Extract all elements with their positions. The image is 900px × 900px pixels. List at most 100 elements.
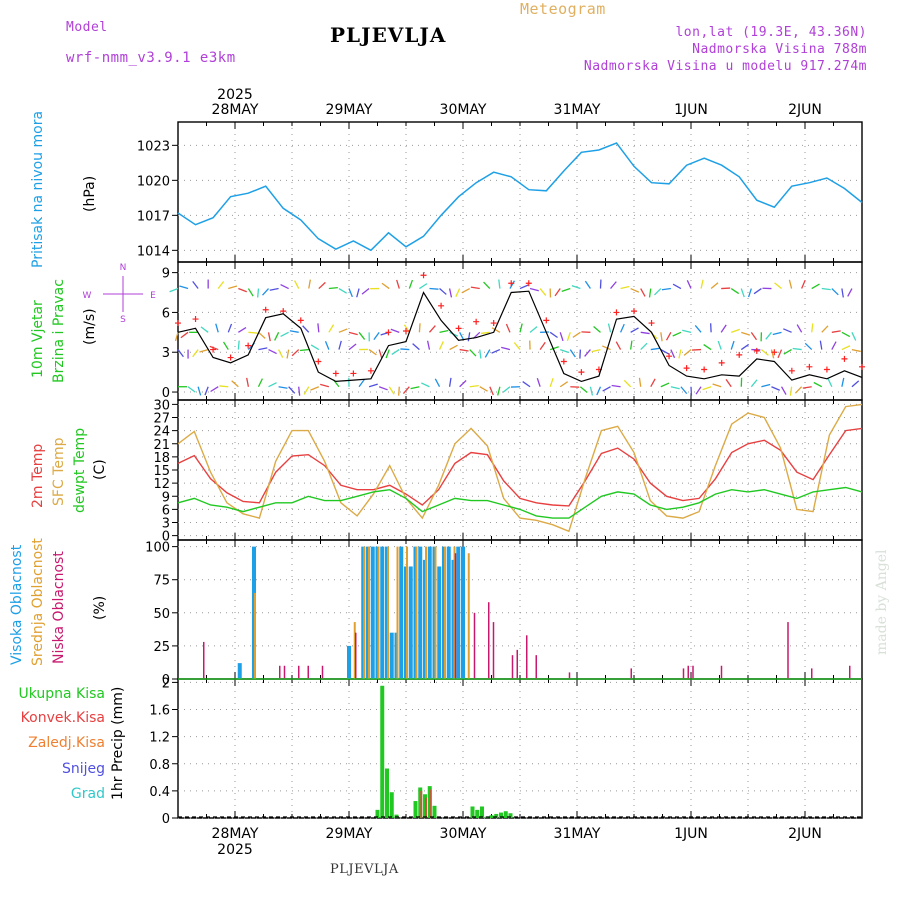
wind-direction-arrow <box>324 340 330 350</box>
y-tick-label: 100 <box>145 541 170 556</box>
wind-direction-arrow <box>328 324 335 333</box>
wind-direction-arrow <box>630 340 633 350</box>
day-label-top: 30MAY <box>440 102 487 118</box>
wind-gust-marker <box>385 329 392 336</box>
cloud-high-bar <box>456 546 461 679</box>
cloud-low-bar <box>298 665 300 679</box>
wind-direction-arrow <box>623 379 632 388</box>
wind-direction-arrow <box>522 381 531 388</box>
wind-direction-arrow <box>448 288 453 298</box>
wind-direction-arrow <box>811 323 814 333</box>
wind-direction-arrow <box>569 349 576 358</box>
station-title: PLJEVLJA <box>330 23 447 47</box>
wind-direction-arrow <box>459 380 467 388</box>
wind-gust-marker <box>806 363 813 370</box>
temp-dew-line <box>177 486 863 519</box>
pressure-line <box>177 142 863 252</box>
cloud-low-bar <box>488 602 490 679</box>
wind-direction-arrow <box>412 343 420 351</box>
wind-direction-arrow <box>303 386 310 395</box>
wind-direction-arrow <box>280 331 289 337</box>
wind-direction-arrow <box>491 327 501 333</box>
wind-gust-marker <box>420 272 427 279</box>
y-tick-label: 15 <box>153 464 170 479</box>
wind-direction-arrow <box>765 331 772 340</box>
day-label-bottom: 30MAY <box>440 826 487 842</box>
wind-direction-arrow <box>480 331 490 335</box>
wind-direction-arrow <box>720 324 727 333</box>
wind-direction-arrow <box>461 287 471 294</box>
wind-direction-arrow <box>519 284 529 290</box>
wind-direction-arrow <box>258 347 268 351</box>
cloud-high-bar <box>237 663 242 679</box>
cloud-mid-bar <box>387 546 389 679</box>
wind-direction-arrow <box>796 324 803 333</box>
wind-direction-arrow <box>672 331 682 337</box>
wind-direction-arrow <box>519 323 523 333</box>
wind-direction-arrow <box>299 348 309 352</box>
cloud-high-bar <box>380 546 385 679</box>
cloud-low-bar <box>321 665 324 679</box>
cloud-mid-bar <box>425 546 427 679</box>
precip-total-bar <box>503 811 508 818</box>
wind-direction-arrow <box>811 283 820 290</box>
cloud-low-bar <box>811 668 813 679</box>
wind-direction-arrow <box>368 383 378 388</box>
wind-direction-arrow <box>529 287 539 292</box>
wind-direction-arrow <box>620 285 630 290</box>
wind-direction-arrow <box>217 280 225 289</box>
y-tick-label: 0.4 <box>149 785 170 800</box>
wind-direction-arrow <box>584 280 591 289</box>
wind-direction-arrow <box>610 281 617 289</box>
wind-gust-marker <box>192 316 199 323</box>
wind-direction-arrow <box>561 287 571 292</box>
wind-direction-arrow <box>549 378 554 387</box>
wind-direction-arrow <box>361 288 370 295</box>
wind-direction-arrow <box>802 386 812 389</box>
precip-total-bar <box>470 806 475 818</box>
compass-icon <box>103 276 143 312</box>
wind-direction-arrow <box>439 288 447 295</box>
cloud-low-bar <box>307 665 309 679</box>
y-tick-label: 3 <box>162 517 170 532</box>
wind-direction-arrow <box>210 386 219 393</box>
wind-direction-arrow <box>338 340 342 350</box>
wind-direction-arrow <box>262 288 270 296</box>
wind-direction-arrow <box>502 386 511 393</box>
wind-direction-arrow <box>439 329 449 333</box>
wind-direction-arrow <box>247 288 254 297</box>
day-label-top: 29MAY <box>326 102 373 118</box>
wind-direction-arrow <box>398 386 400 396</box>
precip-total-bar <box>375 809 380 818</box>
wind-gust-marker <box>578 369 585 376</box>
wind-direction-arrow <box>418 323 421 333</box>
wind-direction-arrow <box>661 287 671 291</box>
wind-direction-arrow <box>560 348 569 354</box>
wind-direction-arrow <box>572 331 581 338</box>
wind-gust-marker <box>262 306 269 313</box>
wind-direction-arrow <box>257 378 264 388</box>
precip-conv-bar <box>420 790 423 818</box>
wind-direction-arrow <box>419 283 428 290</box>
wind-direction-arrow <box>783 328 792 333</box>
cloud-high-bar <box>437 566 442 679</box>
wind-direction-arrow <box>549 346 559 351</box>
wind-direction-arrow <box>219 385 229 388</box>
cloud-high-bar <box>446 546 451 679</box>
wind-gust-marker <box>525 280 532 287</box>
precip-total-bar <box>499 812 503 818</box>
wind-direction-arrow <box>278 386 288 389</box>
wind-direction-arrow <box>483 281 491 289</box>
wind-direction-arrow <box>750 379 758 388</box>
wind-direction-arrow <box>789 386 793 396</box>
wind-direction-arrow <box>539 288 547 296</box>
wind-direction-arrow <box>554 288 561 297</box>
altitude: Nadmorska Visina 788m <box>692 42 867 57</box>
cloud-high-bar <box>347 645 351 679</box>
cloud-low-bar <box>279 665 281 679</box>
wind-direction-arrow <box>619 323 625 333</box>
wind-direction-arrow <box>248 331 258 334</box>
cloud-mid-bar <box>406 546 408 679</box>
wind-direction-arrow <box>821 325 829 333</box>
wind-direction-arrow <box>421 382 430 388</box>
